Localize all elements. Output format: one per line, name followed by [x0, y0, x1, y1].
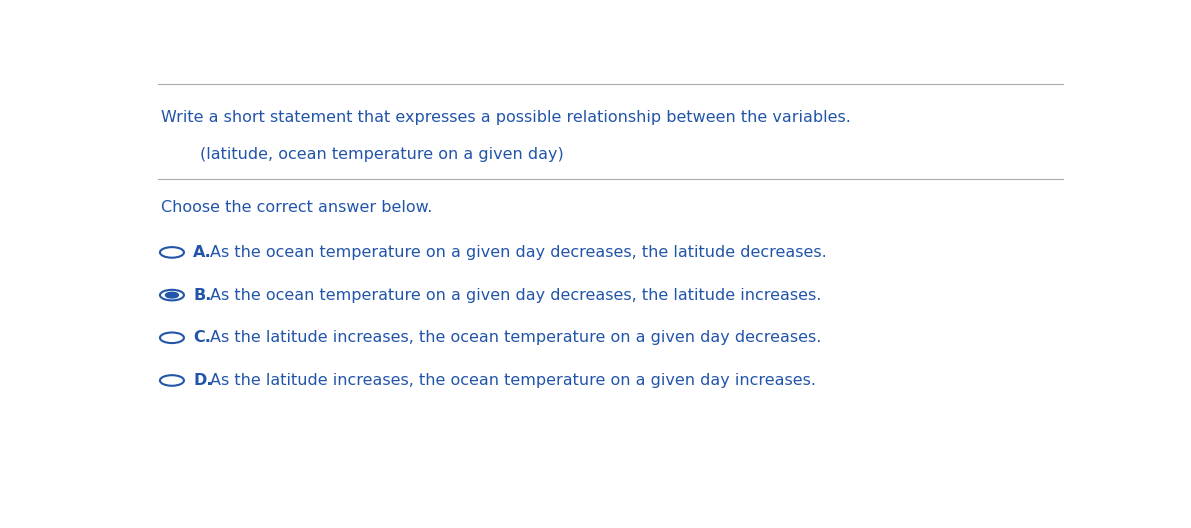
Circle shape — [160, 375, 183, 386]
Text: A.: A. — [193, 245, 212, 260]
Text: As the latitude increases, the ocean temperature on a given day decreases.: As the latitude increases, the ocean tem… — [210, 331, 821, 345]
Circle shape — [160, 247, 183, 258]
Circle shape — [160, 333, 183, 343]
Text: Choose the correct answer below.: Choose the correct answer below. — [161, 200, 432, 214]
Text: (latitude, ocean temperature on a given day): (latitude, ocean temperature on a given … — [200, 147, 563, 162]
Text: As the ocean temperature on a given day decreases, the latitude decreases.: As the ocean temperature on a given day … — [210, 245, 827, 260]
Text: C.: C. — [193, 331, 211, 345]
Text: As the latitude increases, the ocean temperature on a given day increases.: As the latitude increases, the ocean tem… — [210, 373, 816, 388]
Text: Write a short statement that expresses a possible relationship between the varia: Write a short statement that expresses a… — [161, 110, 850, 125]
Circle shape — [160, 290, 183, 300]
Text: D.: D. — [193, 373, 213, 388]
Text: B.: B. — [193, 288, 212, 303]
Circle shape — [166, 293, 179, 298]
Text: As the ocean temperature on a given day decreases, the latitude increases.: As the ocean temperature on a given day … — [210, 288, 821, 303]
